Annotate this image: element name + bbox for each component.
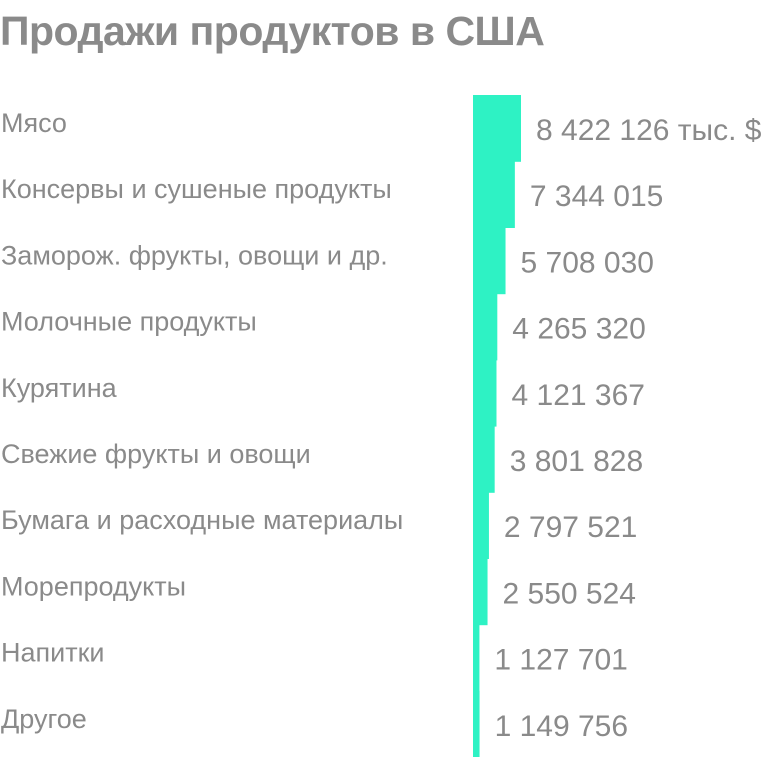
category-label-4: Молочные продукты bbox=[1, 307, 257, 337]
category-label-7: Бумага и расходные материалы bbox=[1, 505, 403, 535]
category-label-6: Свежие фрукты и овощи bbox=[1, 439, 311, 469]
value-label-5: 4 121 367 bbox=[512, 379, 645, 412]
bar-5 bbox=[473, 359, 497, 427]
value-label-2: 7 344 015 bbox=[530, 180, 663, 213]
bar-2 bbox=[473, 161, 515, 228]
category-labels-group: Мясо Консервы и сушеные продукты Заморож. … bbox=[1, 108, 403, 734]
bar-4 bbox=[473, 293, 498, 361]
bar-8 bbox=[473, 558, 488, 626]
bars-group bbox=[473, 95, 521, 757]
bar-7 bbox=[473, 492, 489, 559]
bar-10 bbox=[473, 690, 480, 757]
category-label-8: Морепродукты bbox=[1, 571, 186, 601]
value-label-10: 1 149 756 bbox=[495, 710, 628, 743]
bar-3 bbox=[473, 227, 506, 295]
chart-title: Продажи продуктов в США bbox=[0, 8, 545, 54]
value-labels-group: 8 422 126 тыс. $ 7 344 015 5 708 030 4 265 … bbox=[494, 114, 761, 743]
category-label-3: Заморож. фрукты, овощи и др. bbox=[1, 240, 388, 270]
value-label-4: 4 265 320 bbox=[512, 313, 645, 346]
value-label-3: 5 708 030 bbox=[521, 246, 654, 279]
category-label-5: Курятина bbox=[1, 373, 118, 403]
value-label-9: 1 127 701 bbox=[494, 644, 627, 677]
bar-9 bbox=[473, 624, 480, 692]
bar-6 bbox=[473, 426, 495, 493]
value-label-7: 2 797 521 bbox=[504, 511, 637, 544]
category-label-9: Напитки bbox=[1, 638, 104, 668]
category-label-1: Мясо bbox=[1, 108, 67, 138]
value-label-8: 2 550 524 bbox=[503, 577, 636, 610]
value-label-1: 8 422 126 тыс. $ bbox=[536, 114, 762, 147]
category-label-10: Другое bbox=[1, 704, 87, 734]
bar-1 bbox=[473, 95, 521, 162]
category-label-2: Консервы и сушеные продукты bbox=[1, 174, 392, 204]
value-label-6: 3 801 828 bbox=[510, 445, 643, 478]
